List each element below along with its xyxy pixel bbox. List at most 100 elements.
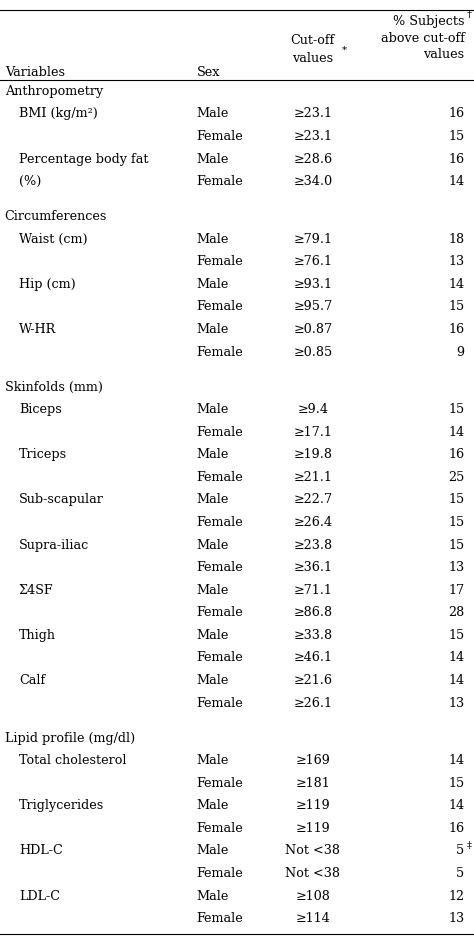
Text: 25: 25 xyxy=(448,471,465,484)
Text: ≥17.1: ≥17.1 xyxy=(293,426,332,439)
Text: Male: Male xyxy=(197,278,229,291)
Text: ≥22.7: ≥22.7 xyxy=(293,493,332,507)
Text: 15: 15 xyxy=(448,403,465,416)
Text: Σ4SF: Σ4SF xyxy=(19,583,54,597)
Text: Male: Male xyxy=(197,153,229,165)
Text: Waist (cm): Waist (cm) xyxy=(19,233,88,246)
Text: W-HR: W-HR xyxy=(19,323,56,336)
Text: ≥21.6: ≥21.6 xyxy=(293,674,332,687)
Text: 9: 9 xyxy=(456,345,465,358)
Text: ≥93.1: ≥93.1 xyxy=(293,278,332,291)
Text: Female: Female xyxy=(197,606,244,619)
Text: ≥46.1: ≥46.1 xyxy=(293,652,332,664)
Text: Female: Female xyxy=(197,867,244,880)
Text: Skinfolds (mm): Skinfolds (mm) xyxy=(5,381,103,394)
Text: 17: 17 xyxy=(448,583,465,597)
Text: 16: 16 xyxy=(448,323,465,336)
Text: Male: Male xyxy=(197,493,229,507)
Text: ≥23.1: ≥23.1 xyxy=(293,130,332,143)
Text: †: † xyxy=(467,10,472,19)
Text: Sub-scapular: Sub-scapular xyxy=(19,493,104,507)
Text: HDL-C: HDL-C xyxy=(19,844,63,857)
Text: 13: 13 xyxy=(448,697,465,710)
Text: 15: 15 xyxy=(448,300,465,313)
Text: values: values xyxy=(423,48,465,60)
Text: (%): (%) xyxy=(19,175,41,189)
Text: ≥19.8: ≥19.8 xyxy=(293,448,332,461)
Text: 28: 28 xyxy=(448,606,465,619)
Text: Supra-iliac: Supra-iliac xyxy=(19,538,89,552)
Text: Triceps: Triceps xyxy=(19,448,67,461)
Text: BMI (kg/m²): BMI (kg/m²) xyxy=(19,107,98,120)
Text: ≥114: ≥114 xyxy=(295,913,330,925)
Text: ≥169: ≥169 xyxy=(295,754,330,767)
Text: ≥76.1: ≥76.1 xyxy=(293,255,332,268)
Text: ≥79.1: ≥79.1 xyxy=(293,233,332,246)
Text: Female: Female xyxy=(197,175,244,189)
Text: Male: Male xyxy=(197,799,229,812)
Text: 15: 15 xyxy=(448,493,465,507)
Text: Calf: Calf xyxy=(19,674,45,687)
Text: ≥181: ≥181 xyxy=(295,777,330,790)
Text: ≥28.6: ≥28.6 xyxy=(293,153,332,165)
Text: Female: Female xyxy=(197,822,244,835)
Text: Cut-off: Cut-off xyxy=(291,34,335,47)
Text: LDL-C: LDL-C xyxy=(19,889,60,902)
Text: 14: 14 xyxy=(448,426,465,439)
Text: Triglycerides: Triglycerides xyxy=(19,799,104,812)
Text: 13: 13 xyxy=(448,255,465,268)
Text: Anthropometry: Anthropometry xyxy=(5,84,103,98)
Text: Circumferences: Circumferences xyxy=(5,210,107,223)
Text: Male: Male xyxy=(197,674,229,687)
Text: Male: Male xyxy=(197,403,229,416)
Text: 14: 14 xyxy=(448,754,465,767)
Text: ≥9.4: ≥9.4 xyxy=(297,403,328,416)
Text: ≥21.1: ≥21.1 xyxy=(293,471,332,484)
Text: 16: 16 xyxy=(448,448,465,461)
Text: Female: Female xyxy=(197,777,244,790)
Text: Not <38: Not <38 xyxy=(285,844,340,857)
Text: Female: Female xyxy=(197,652,244,664)
Text: ≥119: ≥119 xyxy=(295,799,330,812)
Text: ≥0.87: ≥0.87 xyxy=(293,323,332,336)
Text: Male: Male xyxy=(197,107,229,120)
Text: Female: Female xyxy=(197,255,244,268)
Text: ≥71.1: ≥71.1 xyxy=(293,583,332,597)
Text: Male: Male xyxy=(197,538,229,552)
Text: Total cholesterol: Total cholesterol xyxy=(19,754,127,767)
Text: Male: Male xyxy=(197,754,229,767)
Text: ≥23.1: ≥23.1 xyxy=(293,107,332,120)
Text: 18: 18 xyxy=(448,233,465,246)
Text: Percentage body fat: Percentage body fat xyxy=(19,153,148,165)
Text: Female: Female xyxy=(197,697,244,710)
Text: ≥26.4: ≥26.4 xyxy=(293,516,332,529)
Text: ≥0.85: ≥0.85 xyxy=(293,345,332,358)
Text: 16: 16 xyxy=(448,153,465,165)
Text: Male: Male xyxy=(197,844,229,857)
Text: 16: 16 xyxy=(448,822,465,835)
Text: 5: 5 xyxy=(456,867,465,880)
Text: ≥108: ≥108 xyxy=(295,889,330,902)
Text: 15: 15 xyxy=(448,628,465,642)
Text: ≥23.8: ≥23.8 xyxy=(293,538,332,552)
Text: 15: 15 xyxy=(448,538,465,552)
Text: 15: 15 xyxy=(448,777,465,790)
Text: ≥26.1: ≥26.1 xyxy=(293,697,332,710)
Text: Sex: Sex xyxy=(197,66,220,79)
Text: ≥34.0: ≥34.0 xyxy=(293,175,332,189)
Text: 5: 5 xyxy=(456,844,465,857)
Text: 14: 14 xyxy=(448,799,465,812)
Text: Female: Female xyxy=(197,300,244,313)
Text: % Subjects: % Subjects xyxy=(393,16,465,28)
Text: Hip (cm): Hip (cm) xyxy=(19,278,76,291)
Text: 14: 14 xyxy=(448,674,465,687)
Text: Male: Male xyxy=(197,233,229,246)
Text: Lipid profile (mg/dl): Lipid profile (mg/dl) xyxy=(5,732,135,745)
Text: 12: 12 xyxy=(448,889,465,902)
Text: Female: Female xyxy=(197,345,244,358)
Text: Female: Female xyxy=(197,561,244,574)
Text: Female: Female xyxy=(197,516,244,529)
Text: Male: Male xyxy=(197,448,229,461)
Text: Female: Female xyxy=(197,913,244,925)
Text: Male: Male xyxy=(197,628,229,642)
